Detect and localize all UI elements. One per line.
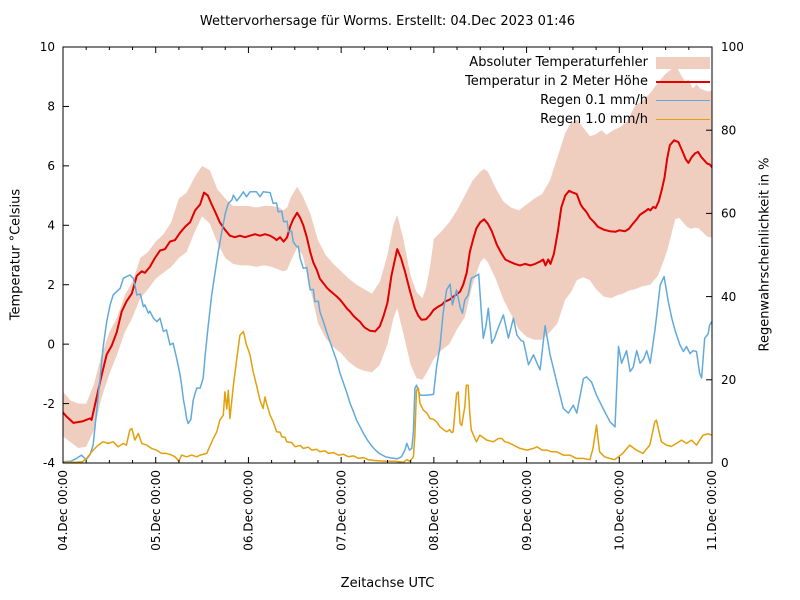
legend-row-rain-01: Regen 0.1 mm/h [465,91,710,110]
y-right-tick-label: 80 [721,123,736,137]
legend-swatch-temperature-error-band [656,56,710,69]
legend-label-rain-10: Regen 1.0 mm/h [540,112,648,127]
x-tick-label: 06.Dec 00:00 [242,470,256,551]
x-tick-label: 04.Dec 00:00 [56,470,70,551]
x-tick-label: 11.Dec 00:00 [705,470,719,551]
y-left-tick-label: 0 [47,337,55,351]
legend-row-rain-10: Regen 1.0 mm/h [465,110,710,129]
y-left-tick-label: 2 [47,278,55,292]
y-left-tick-label: 8 [47,100,55,114]
legend-swatch-rain-01-line [656,94,710,107]
y-axis-label-temperature: Temperatur °Celsius [8,188,24,321]
rain-10-line [63,330,712,463]
y-left-tick-label: -4 [43,456,55,470]
legend-row-temperature-error: Absoluter Temperaturfehler [465,53,710,72]
y-left-tick-label: -2 [43,397,55,411]
y-right-tick-label: 100 [721,40,744,54]
legend-label-rain-01: Regen 0.1 mm/h [540,93,648,108]
chart-title: Wettervorhersage für Worms. Erstellt: 04… [199,14,576,29]
y-left-tick-label: 6 [47,159,55,173]
legend-swatch-rain-10-line [656,113,710,126]
rain-01-line [63,191,712,463]
y-right-tick-label: 60 [721,207,736,221]
y-right-tick-label: 40 [721,290,736,304]
legend-label-temperature-error: Absoluter Temperaturfehler [469,55,648,70]
y-right-tick-label: 20 [721,373,736,387]
legend-swatch-temperature-line [656,75,710,88]
y-left-tick-label: 10 [40,40,55,54]
plot-border [62,46,713,464]
y-right-tick-label: 0 [721,456,729,470]
legend-row-temperature: Temperatur in 2 Meter Höhe [465,72,710,91]
legend-label-temperature: Temperatur in 2 Meter Höhe [465,74,648,89]
temperature-line [63,139,712,424]
x-tick-label: 07.Dec 00:00 [334,470,348,551]
temperature-error-band [63,67,712,449]
legend: Absoluter Temperaturfehler Temperatur in… [465,53,710,129]
x-tick-label: 08.Dec 00:00 [427,470,441,551]
x-tick-label: 10.Dec 00:00 [612,470,626,551]
y-left-tick-label: 4 [47,218,55,232]
x-tick-label: 05.Dec 00:00 [149,470,163,551]
y-axis-label-rain-probability: Regenwahrscheinlichkeit in % [757,157,773,352]
x-tick-label: 09.Dec 00:00 [520,470,534,551]
x-axis-label-time: Zeitachse UTC [340,576,435,591]
